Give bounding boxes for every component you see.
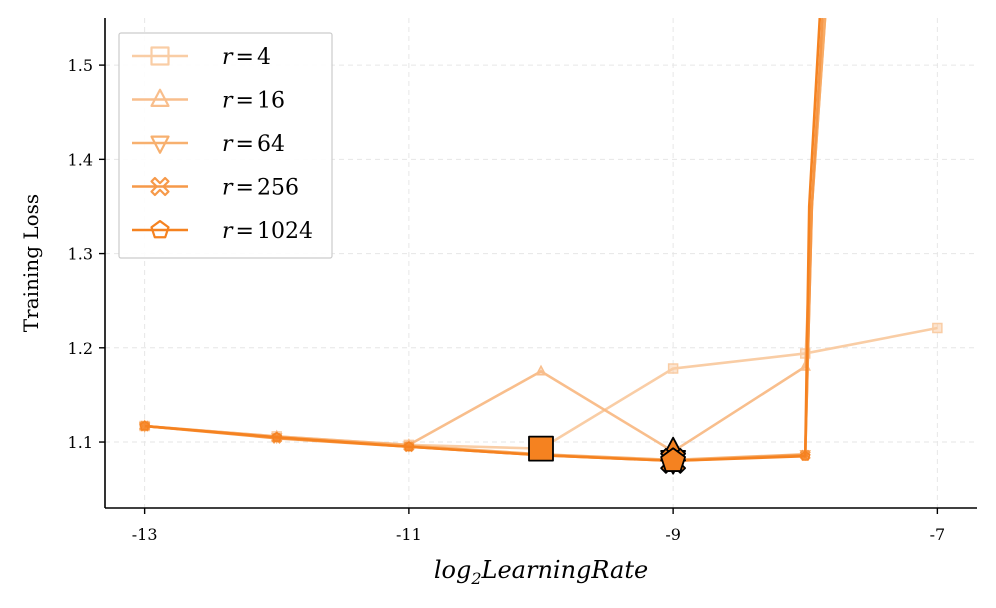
- legend-item: [132, 135, 188, 154]
- legend-marker: [150, 135, 170, 154]
- legend-item: [132, 46, 188, 66]
- series-line: [144, 326, 938, 450]
- legend-item: [132, 88, 188, 107]
- legend-box: [118, 32, 333, 259]
- series-1: [139, 322, 943, 454]
- legend: r = 4 r = 16 r = 64 r = 256 r = 1024: [118, 32, 333, 259]
- x-tick-label: -13: [132, 525, 158, 544]
- data-point: [271, 431, 283, 442]
- data-point: [667, 363, 679, 374]
- y-ticks: 1.1 1.2 1.3 1.4 1.5: [68, 56, 105, 452]
- x-axis-label-main: log: [434, 556, 472, 584]
- axes: [104, 18, 977, 509]
- x-tick-label: -11: [396, 525, 422, 544]
- legend-item: [132, 219, 188, 239]
- highlight-layer: [528, 435, 687, 475]
- data-point: [932, 322, 943, 334]
- best-point-marker: [528, 435, 554, 462]
- legend-marker: [150, 46, 170, 66]
- series-layer: [138, 18, 943, 467]
- legend-label: r = 64: [222, 132, 285, 157]
- x-axis-label-sub: 2: [470, 569, 481, 588]
- y-tick-label: 1.5: [68, 56, 93, 75]
- legend-marker: [150, 219, 170, 239]
- legend-label: r = 4: [222, 45, 271, 70]
- legend-item: [132, 176, 188, 197]
- legend-marker: [150, 88, 170, 107]
- best-point-marker: [660, 447, 686, 472]
- data-point: [799, 450, 811, 461]
- data-point: [403, 441, 415, 452]
- y-axis-label: Training Loss: [19, 194, 43, 332]
- data-point: [535, 364, 547, 376]
- x-axis-label-rest: LearningRate: [481, 556, 649, 584]
- legend-marker: [150, 176, 170, 197]
- data-point: [139, 420, 151, 431]
- y-tick-label: 1.4: [68, 150, 93, 169]
- series-line: [144, 18, 822, 463]
- x-ticks: -13 -11 -9 -7: [132, 508, 945, 544]
- x-tick-label: -9: [665, 525, 681, 544]
- legend-label: r = 16: [222, 89, 285, 114]
- x-tick-label: -7: [930, 525, 946, 544]
- x-axis-label: log2LearningRate: [434, 556, 648, 588]
- y-tick-label: 1.2: [68, 339, 93, 358]
- legend-label: r = 1024: [222, 219, 313, 244]
- legend-label: r = 256: [222, 176, 299, 201]
- y-tick-label: 1.1: [68, 433, 93, 452]
- y-tick-label: 1.3: [68, 245, 93, 264]
